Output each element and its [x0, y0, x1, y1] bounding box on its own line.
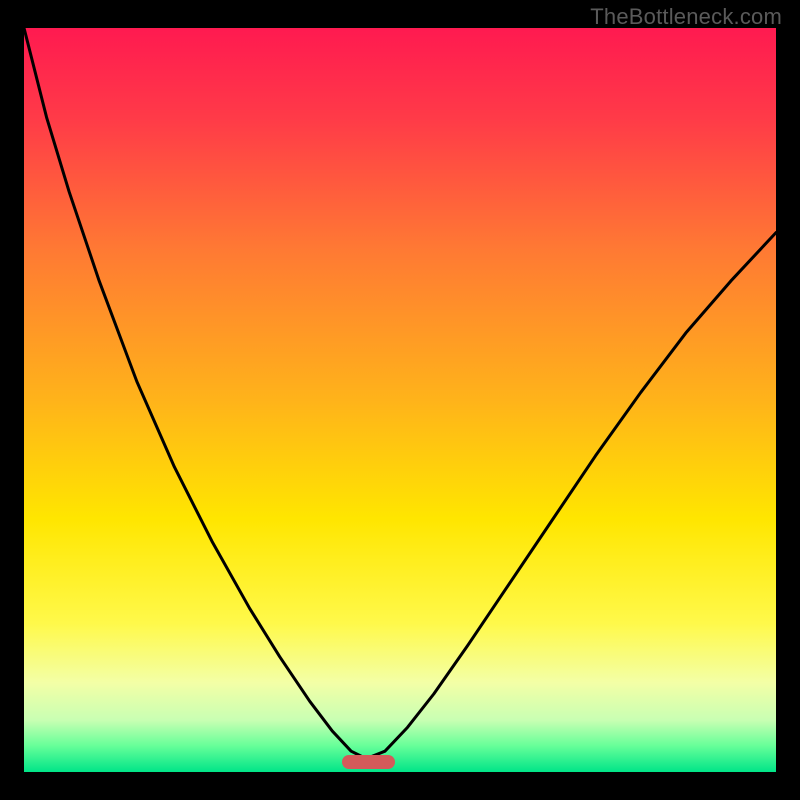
watermark-text: TheBottleneck.com — [590, 4, 782, 30]
curve-right-branch — [366, 233, 776, 759]
optimal-point-marker — [342, 755, 395, 769]
bottleneck-curve-svg — [24, 28, 776, 772]
chart-frame: TheBottleneck.com — [0, 0, 800, 800]
plot-area — [24, 28, 776, 772]
curve-left-branch — [24, 28, 366, 759]
